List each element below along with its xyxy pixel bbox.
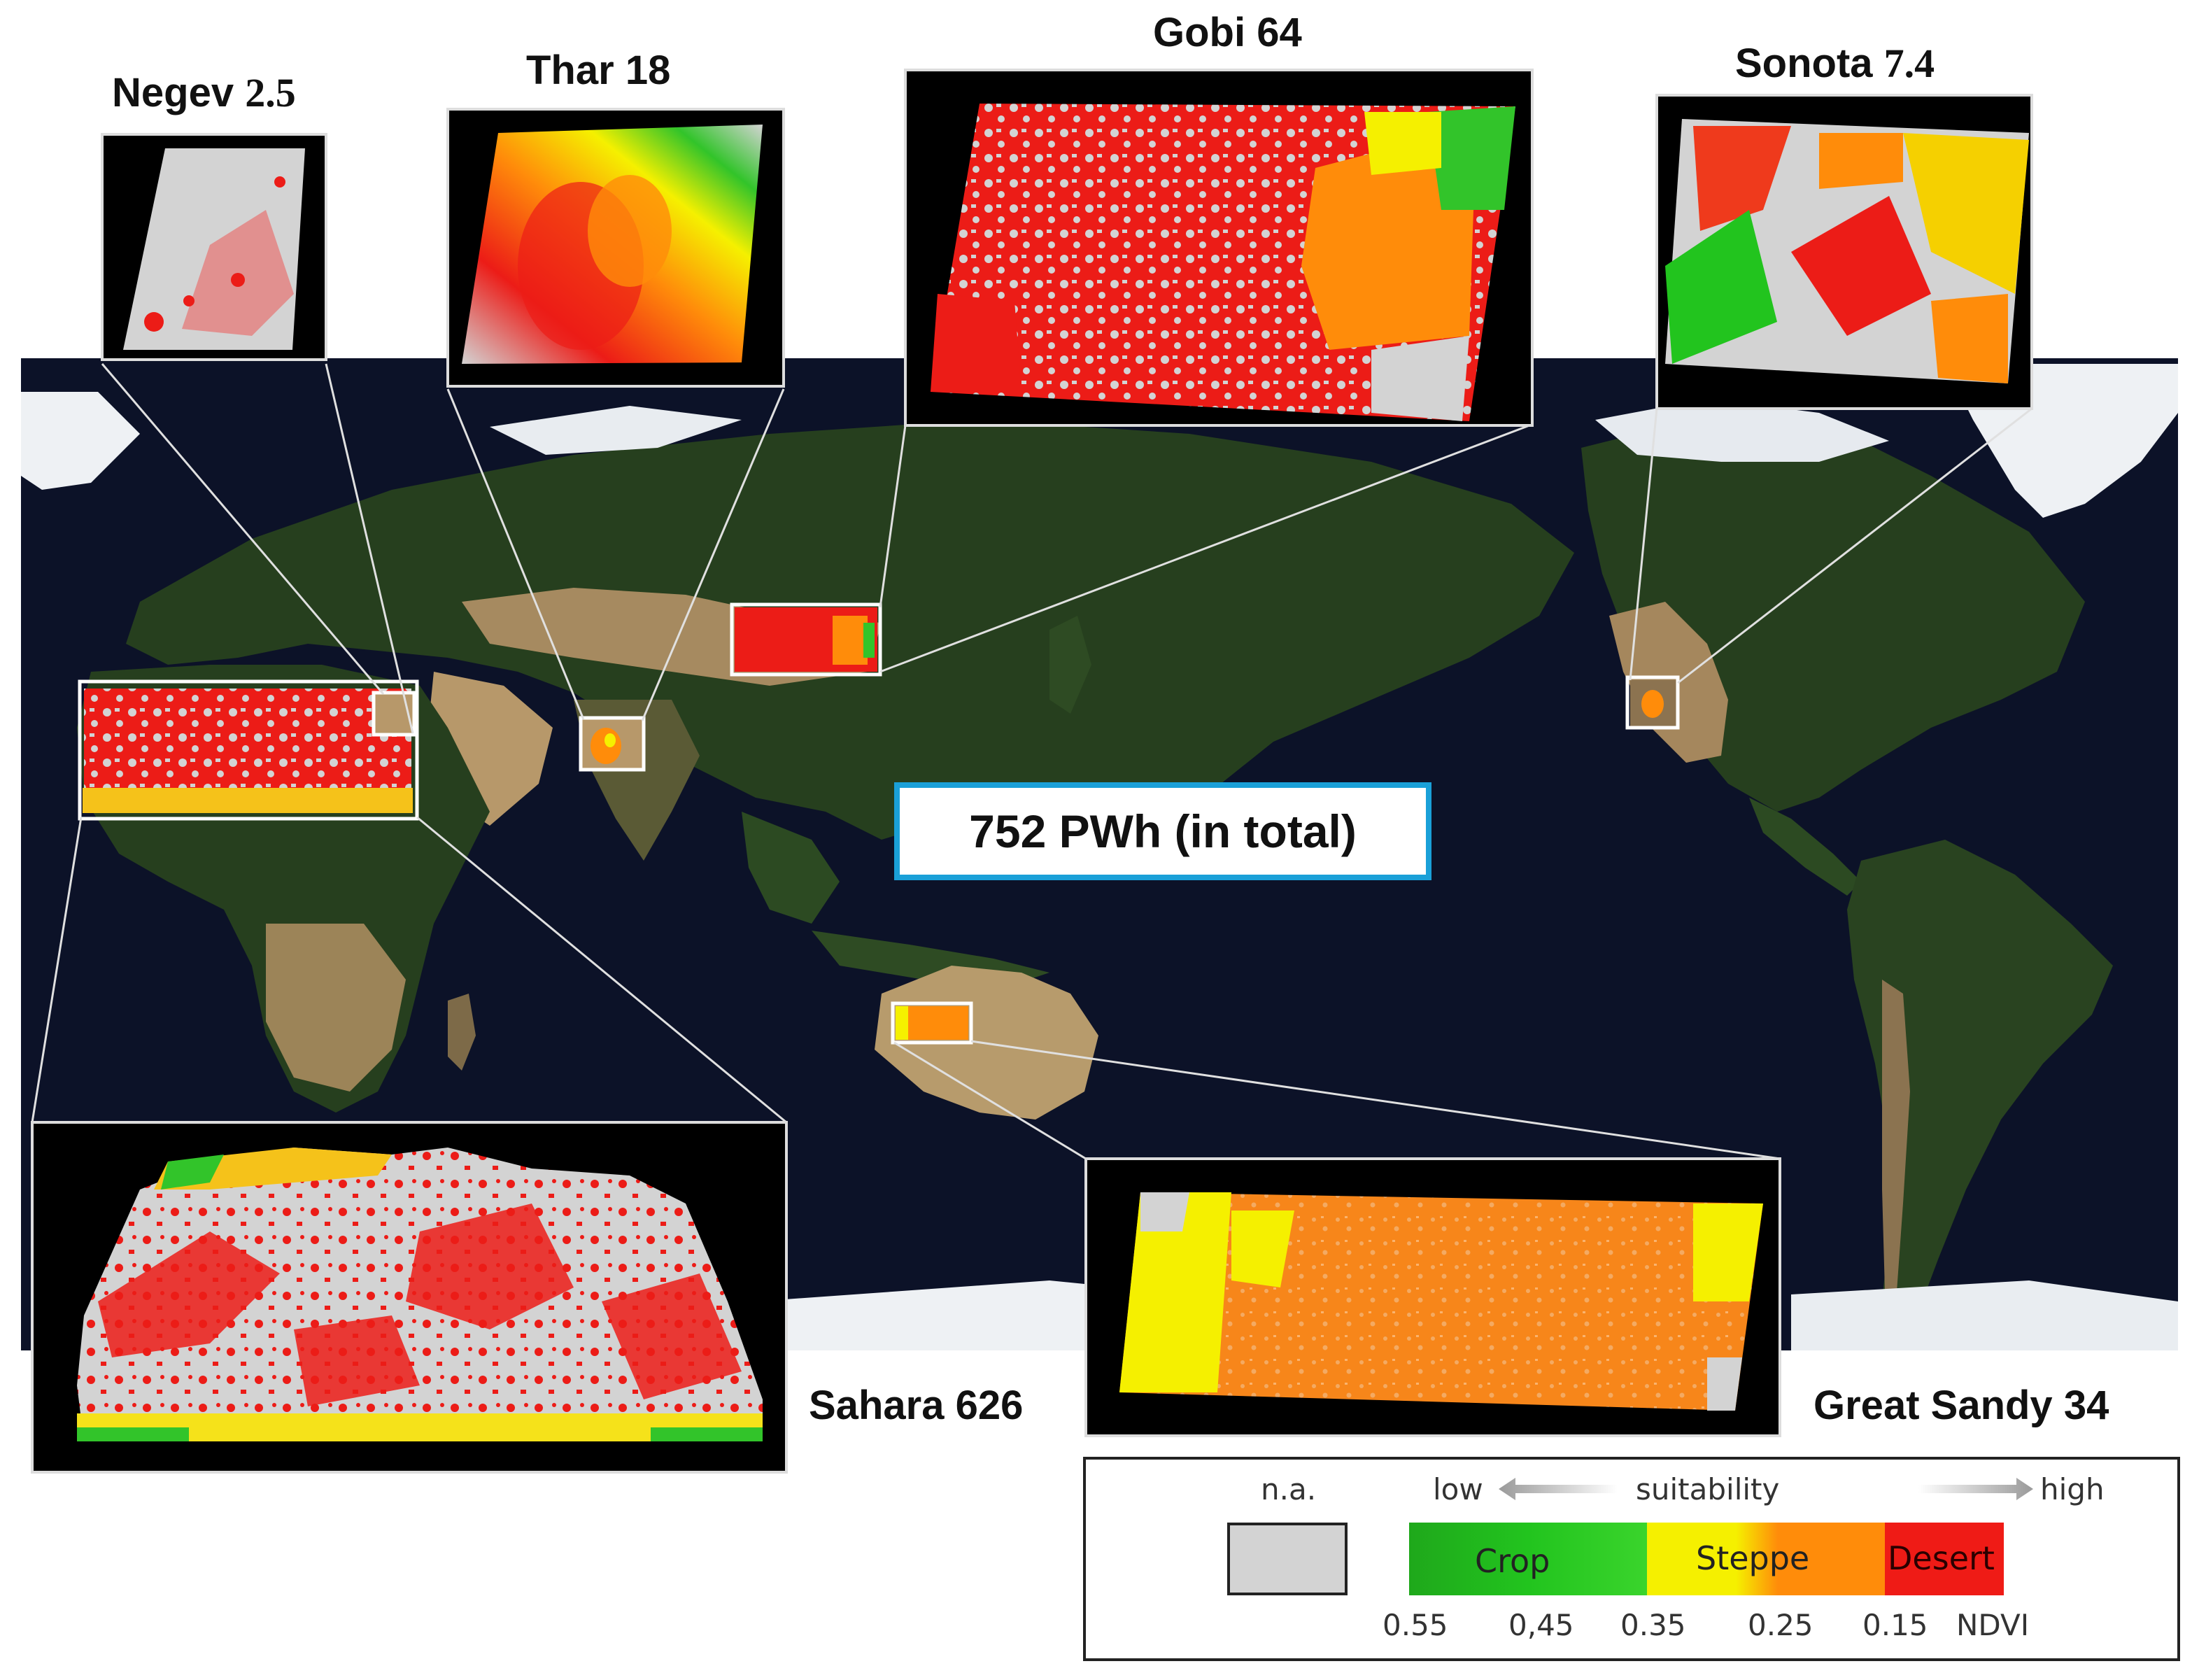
legend-unit-label: NDVI — [1956, 1608, 2030, 1642]
left-arrow-icon — [1499, 1478, 1618, 1500]
legend-tick: 0,45 — [1508, 1608, 1574, 1642]
region-value: 7.4 — [1883, 41, 1935, 86]
africa-south-desert — [266, 924, 406, 1092]
central-america — [1749, 798, 1861, 896]
region-value: 18 — [625, 48, 671, 93]
legend-tick: 0.25 — [1748, 1608, 1813, 1642]
total-energy-label: 752 PWh (in total) — [969, 805, 1357, 857]
region-name: Gobi — [1153, 10, 1246, 55]
arctic-ice-left — [21, 392, 140, 490]
region-name: Great Sandy — [1813, 1383, 2053, 1428]
connector-lines — [31, 363, 2032, 1160]
inset-great-sandy — [1084, 1157, 1781, 1437]
total-energy-box: 752 PWh (in total) — [894, 782, 1431, 880]
siberia-ice — [490, 406, 742, 455]
legend-crop-label: Crop — [1475, 1542, 1550, 1580]
locator-gobi — [730, 602, 882, 677]
legend-tick: 0.55 — [1383, 1608, 1448, 1642]
arctic-ice-west — [1595, 399, 1889, 462]
locator-thar — [579, 716, 646, 772]
legend-na-swatch — [1227, 1523, 1348, 1595]
south-america-andes — [1882, 980, 1910, 1315]
region-name: Negev — [112, 70, 234, 115]
locator-great-sandy — [891, 1001, 973, 1045]
inset-gobi — [904, 69, 1534, 427]
negev-title: Negev 2.5 — [112, 73, 296, 113]
legend-low-label: low — [1433, 1472, 1483, 1506]
legend-high-label: high — [2040, 1472, 2105, 1506]
legend-na-label: n.a. — [1261, 1472, 1317, 1506]
inset-sahara — [31, 1121, 788, 1474]
region-value: 34 — [2063, 1383, 2109, 1428]
region-name: Thar — [526, 48, 614, 93]
locator-negev — [372, 691, 416, 737]
madagascar — [448, 994, 476, 1071]
south-america-landmass — [1847, 840, 2113, 1343]
suitability-arrows — [1409, 1478, 2033, 1595]
region-name: Sahara — [809, 1383, 945, 1428]
legend-tick: 0.35 — [1620, 1608, 1686, 1642]
region-value: 64 — [1257, 10, 1302, 55]
inset-sonota — [1655, 94, 2033, 410]
great-sandy-title: Great Sandy 34 — [1813, 1385, 2109, 1426]
inset-negev — [101, 133, 327, 361]
legend-panel: n.a. low suitability high Crop Steppe De… — [1083, 1457, 2180, 1661]
region-name: Sonota — [1735, 41, 1873, 86]
locator-sonota — [1625, 675, 1680, 730]
region-value: 626 — [955, 1383, 1024, 1428]
region-value: 2.5 — [245, 70, 296, 115]
gobi-title: Gobi 64 — [1153, 13, 1302, 53]
legend-tick: 0.15 — [1862, 1608, 1928, 1642]
inset-thar — [446, 108, 785, 388]
right-arrow-icon — [1918, 1478, 2033, 1500]
legend-axis-label: suitability — [1636, 1472, 1780, 1506]
antarctic-ice-right — [1791, 1280, 2178, 1350]
legend-steppe-label: Steppe — [1696, 1539, 1810, 1577]
thar-title: Thar 18 — [526, 50, 670, 91]
legend-color-ramp — [1409, 1523, 2004, 1595]
japan — [1049, 616, 1091, 714]
sahara-title: Sahara 626 — [809, 1385, 1023, 1426]
sonota-title: Sonota 7.4 — [1735, 43, 1935, 84]
southeast-asia — [742, 812, 840, 924]
legend-desert-label: Desert — [1888, 1539, 1995, 1577]
locator-sahara — [78, 679, 419, 821]
